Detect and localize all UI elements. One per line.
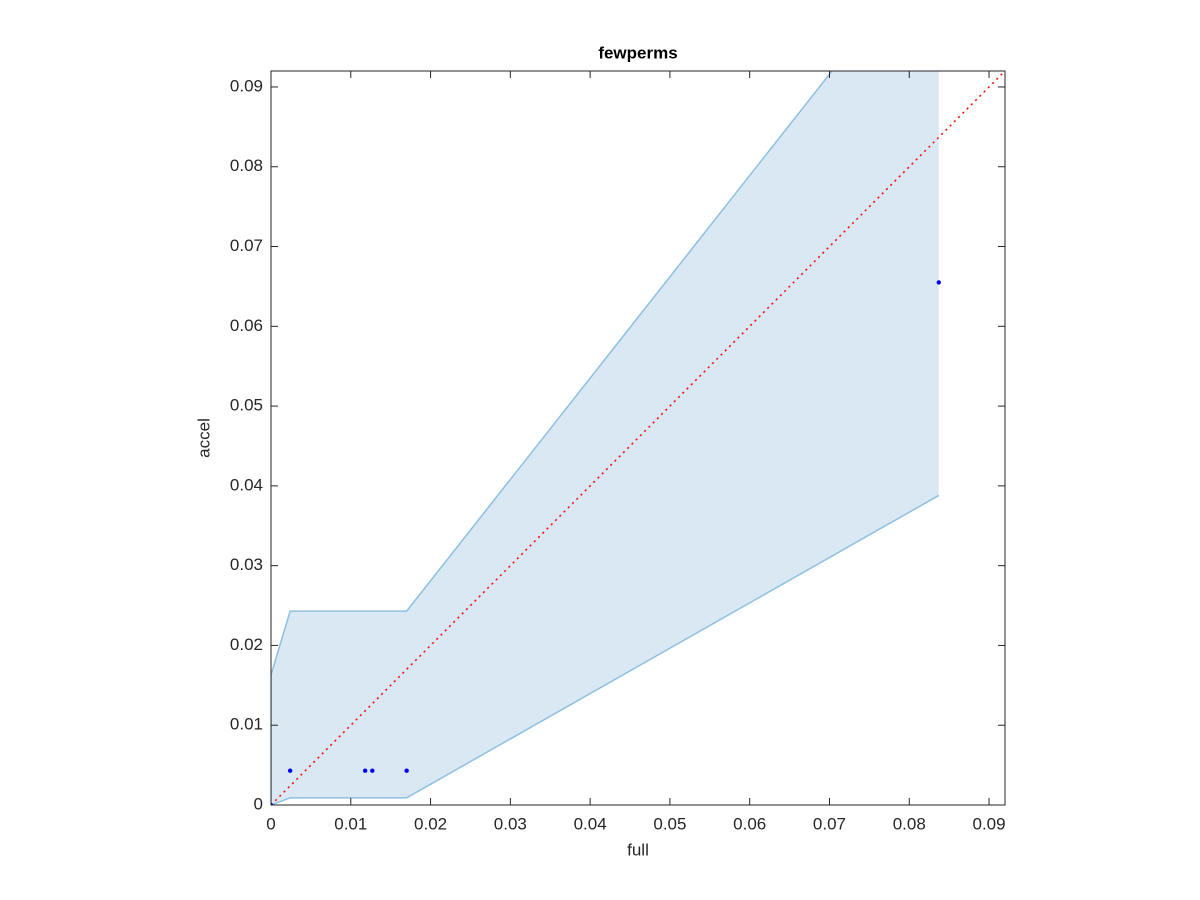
axes-box	[270, 70, 1006, 806]
x-tick-label: 0.01	[334, 814, 367, 833]
plot-area	[271, 71, 1005, 805]
y-tick-label: 0.04	[230, 475, 263, 494]
x-tick-label: 0	[266, 814, 275, 833]
confidence-band	[271, 71, 939, 805]
point	[404, 768, 409, 773]
point	[271, 802, 274, 805]
x-tick-label: 0.03	[494, 814, 527, 833]
x-tick-label: 0.02	[414, 814, 447, 833]
band-edge	[271, 71, 833, 676]
y-tick-label: 0.05	[230, 396, 263, 415]
point	[362, 768, 368, 773]
y-tick-label: 0.02	[230, 635, 263, 654]
point	[936, 280, 941, 285]
point	[370, 768, 375, 773]
reference-line	[271, 71, 1005, 805]
y-axis-label: accel	[194, 418, 213, 458]
x-tick-label: 0.07	[813, 814, 846, 833]
band-edge	[271, 494, 940, 805]
y-tick-label: 0	[254, 794, 263, 813]
x-axis-label: full	[627, 840, 649, 859]
chart-title: fewperms	[598, 43, 677, 62]
y-tick-label: 0.07	[230, 236, 263, 255]
x-tick-label: 0.05	[653, 814, 686, 833]
x-tick-label: 0.04	[574, 814, 607, 833]
point	[287, 768, 293, 773]
y-tick-label: 0.06	[230, 316, 263, 335]
x-tick-label: 0.08	[893, 814, 926, 833]
y-tick-label: 0.01	[230, 715, 263, 734]
y-tick-label: 0.08	[230, 156, 263, 175]
x-tick-label: 0.09	[972, 814, 1005, 833]
x-tick-label: 0.06	[733, 814, 766, 833]
y-tick-label: 0.09	[230, 76, 263, 95]
y-tick-label: 0.03	[230, 555, 263, 574]
